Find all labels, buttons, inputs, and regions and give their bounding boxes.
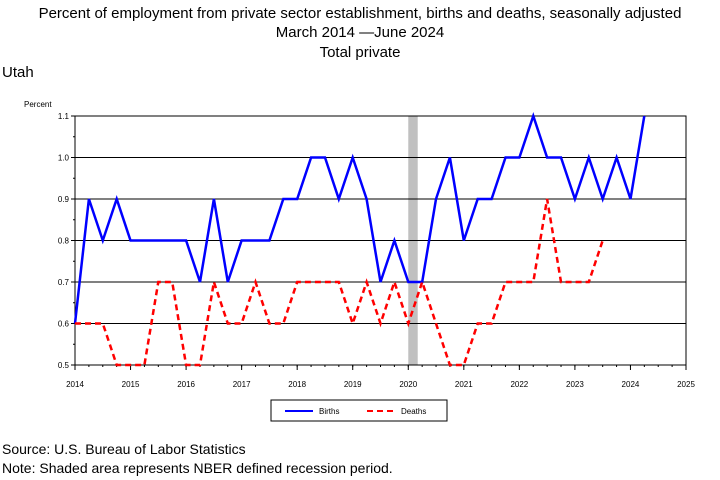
chart-subtitle-period: March 2014 —June 2024 — [275, 24, 445, 41]
series-line-births — [73, 112, 646, 324]
y-tick-label: 1.0 — [58, 154, 70, 163]
legend-box — [270, 399, 448, 422]
chart-title: Percent of employment from private secto… — [38, 5, 682, 22]
x-tick-label: 2025 — [677, 380, 695, 389]
legend-label-births: Births — [319, 407, 339, 416]
source-note: Source: U.S. Bureau of Labor Statistics — [2, 441, 246, 457]
x-tick-label: 2016 — [177, 380, 195, 389]
legend-label-deaths: Deaths — [401, 407, 426, 416]
x-tick-label: 2019 — [344, 380, 362, 389]
x-tick-label: 2023 — [566, 380, 584, 389]
y-tick-label: 1.1 — [58, 112, 70, 121]
y-axis-label: Percent — [24, 100, 52, 109]
x-tick-label: 2018 — [288, 380, 306, 389]
x-tick-label: 2022 — [510, 380, 528, 389]
y-tick-label: 0.9 — [58, 195, 70, 204]
region-label: Utah — [2, 64, 34, 81]
axis-layer: 0.5 0.6 0.7 0.8 0.9 1.0 1.1 2014 2015 2016 2017 201… — [58, 112, 696, 389]
x-tick-label: 2017 — [233, 380, 251, 389]
x-tick-label: 2021 — [455, 380, 473, 389]
y-tick-label: 0.7 — [58, 278, 70, 287]
y-tick-label: 0.5 — [58, 361, 70, 370]
x-tick-label: 2024 — [622, 380, 640, 389]
y-tick-label: 0.8 — [58, 237, 70, 246]
x-tick-label: 2015 — [122, 380, 140, 389]
line-chart: 0.5 0.6 0.7 0.8 0.9 1.0 1.1 2014 2015 2016 2017 201… — [24, 100, 696, 422]
legend: Births Deaths — [270, 399, 448, 422]
x-tick-label: 2014 — [66, 380, 84, 389]
recession-note: Note: Shaded area represents NBER define… — [2, 460, 393, 476]
x-tick-label: 2020 — [399, 380, 417, 389]
series-line-deaths — [75, 198, 604, 367]
series-layer — [73, 112, 646, 367]
chart-subtitle-industry: Total private — [319, 44, 401, 61]
y-tick-label: 0.6 — [58, 320, 70, 329]
